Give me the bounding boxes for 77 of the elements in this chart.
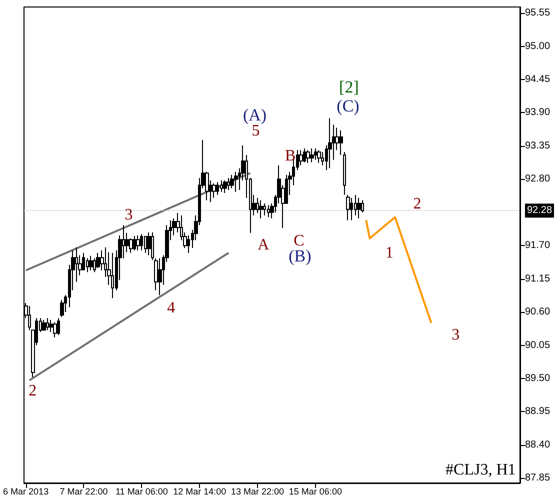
candlestick xyxy=(57,318,60,336)
candlestick xyxy=(220,180,223,192)
candlestick xyxy=(154,258,158,291)
annotation: 3 xyxy=(124,206,133,224)
candlestick xyxy=(354,194,357,216)
x-tick-label: 12 Mar 14:00 xyxy=(173,486,226,496)
candlestick xyxy=(263,202,266,216)
annotation: [2] xyxy=(339,78,359,96)
candlestick xyxy=(310,148,314,163)
candlestick xyxy=(60,299,64,318)
line-series xyxy=(365,216,432,324)
x-tick-label: 11 Mar 06:00 xyxy=(115,486,168,496)
candlestick xyxy=(212,182,216,198)
annotation: C xyxy=(294,232,304,250)
candlestick xyxy=(89,255,93,271)
candlestick xyxy=(140,234,143,251)
candlestick xyxy=(223,180,227,194)
candlestick xyxy=(346,194,350,221)
annotation: #CLJ3, H1 xyxy=(446,462,516,478)
candlestick xyxy=(350,197,353,221)
candlestick xyxy=(227,177,230,191)
annotation: 2 xyxy=(413,196,422,212)
candlestick xyxy=(357,197,361,219)
candlestick xyxy=(144,235,147,254)
y-tick-label: 87.85 xyxy=(524,472,550,484)
candlestick xyxy=(306,150,310,164)
y-tick-label: 95.00 xyxy=(524,40,550,52)
candlestick xyxy=(216,182,219,196)
candlestick xyxy=(82,252,85,271)
y-tick-label: 89.50 xyxy=(524,372,550,384)
annotation: 2 xyxy=(28,382,37,400)
y-tick-label: 91.15 xyxy=(524,273,550,284)
candlestick xyxy=(111,252,114,299)
y-tick-label: 95.55 xyxy=(524,8,550,19)
y-tick-label: 94.45 xyxy=(524,74,550,85)
annotation: 1 xyxy=(385,244,394,262)
y-tick-label: 90.60 xyxy=(524,306,550,318)
annotation: (B) xyxy=(288,246,312,266)
candlestick xyxy=(343,151,346,196)
annotation: B xyxy=(284,148,296,164)
candlestick xyxy=(96,252,100,268)
candlestick xyxy=(317,150,321,164)
candlestick xyxy=(151,232,154,261)
candlestick xyxy=(133,235,136,251)
candlestick xyxy=(267,204,270,218)
candlestick xyxy=(259,200,263,219)
x-tick-label: 7 Mar 22:00 xyxy=(60,486,108,496)
ref-line-label: 92.28 xyxy=(526,205,552,216)
candlestick xyxy=(147,232,151,256)
y-tick-label: 92.80 xyxy=(524,174,550,185)
annotation: A xyxy=(258,236,270,254)
candlestick xyxy=(42,319,46,331)
annotation: 5 xyxy=(252,122,260,140)
candlestick xyxy=(46,318,49,331)
candlestick xyxy=(328,118,332,169)
y-tick-label: 91.70 xyxy=(524,240,550,252)
candlestick xyxy=(314,148,317,160)
y-tick-label: 93.90 xyxy=(524,107,550,118)
candlestick xyxy=(230,174,234,189)
y-tick-label: 93.35 xyxy=(524,140,550,152)
candlestick xyxy=(299,150,303,166)
candlestick xyxy=(53,322,57,338)
annotation: (A) xyxy=(242,106,267,124)
annotation: 3 xyxy=(452,326,460,344)
annotation: (C) xyxy=(336,96,360,116)
y-tick-label: 88.40 xyxy=(524,439,550,450)
candlestick xyxy=(158,258,162,296)
y-tick-label: 88.95 xyxy=(524,406,550,418)
candlestick xyxy=(303,148,306,163)
y-tick-label: 90.05 xyxy=(524,340,550,351)
candlestick xyxy=(136,234,140,251)
annotation: 4 xyxy=(167,300,176,316)
candlestick xyxy=(339,130,343,156)
x-tick-label: 6 Mar 2013 xyxy=(3,486,49,496)
x-tick-label: 15 Mar 06:00 xyxy=(288,486,342,496)
x-tick-label: 13 Mar 22:00 xyxy=(230,486,284,496)
candlestick xyxy=(234,171,238,192)
